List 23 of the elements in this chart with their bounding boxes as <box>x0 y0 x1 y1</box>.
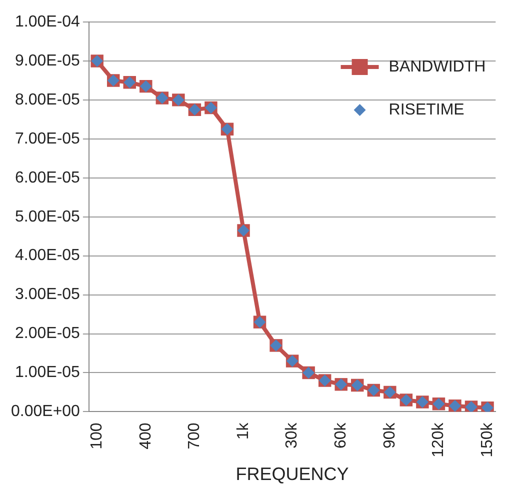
x-tick-label: 90k <box>381 422 398 448</box>
legend-label: BANDWIDTH <box>388 58 486 76</box>
y-tick-label: 8.00E-05 <box>15 91 80 108</box>
y-tick-label: 1.00E-05 <box>15 364 80 382</box>
x-tick-label: 700 <box>186 422 204 450</box>
x-tick-label: 150k <box>478 422 496 458</box>
y-tick-label: 0.00E+00 <box>11 403 80 420</box>
x-tick-label: 30k <box>284 422 301 448</box>
y-tick-label: 1.00E-04 <box>15 13 80 30</box>
y-tick-label: 9.00E-05 <box>15 52 80 70</box>
x-tick-label: 400 <box>137 422 154 450</box>
legend-label: RISETIME <box>388 101 464 118</box>
x-tick-label: 100 <box>88 422 106 450</box>
y-tick-label: 3.00E-05 <box>15 286 80 304</box>
x-tick-label: 1k <box>234 422 252 440</box>
y-tick-label: 7.00E-05 <box>15 130 80 148</box>
x-tick-label: 60k <box>332 422 350 448</box>
y-tick-label: 5.00E-05 <box>15 208 80 226</box>
x-axis-title: FREQUENCY <box>236 464 349 484</box>
y-tick-label: 4.00E-05 <box>15 247 80 264</box>
y-tick-label: 6.00E-05 <box>15 169 80 186</box>
x-tick-label: 120k <box>430 422 448 458</box>
y-tick-label: 2.00E-05 <box>15 325 80 342</box>
